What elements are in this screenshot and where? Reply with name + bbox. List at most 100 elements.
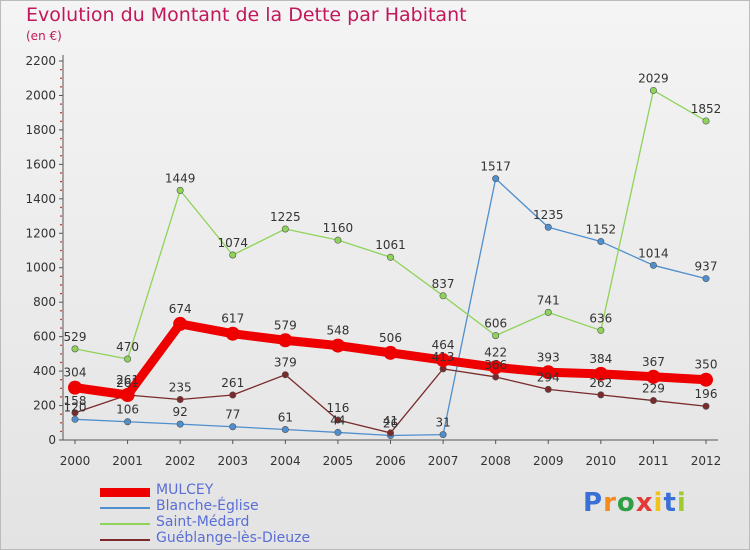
y-minor-tick [60,137,62,140]
data-label-mulcey: 393 [537,350,560,364]
data-label-blanche-eglise: 120 [64,400,87,414]
data-point-blanche-eglise [702,275,710,283]
y-minor-tick [60,344,62,347]
data-label-gueblange-les-dieuze: 379 [274,356,297,370]
data-label-blanche-eglise: 92 [173,405,188,419]
y-minor-tick [60,206,62,209]
data-label-gueblange-les-dieuze: 262 [589,376,612,390]
data-label-gueblange-les-dieuze: 261 [221,376,244,390]
y-minor-tick [60,318,62,321]
y-minor-tick [60,103,62,105]
y-minor-tick [60,77,62,80]
data-label-blanche-eglise: 1517 [480,160,511,174]
x-tick-label: 2012 [691,454,722,468]
data-point-mulcey [225,326,240,341]
data-point-blanche-eglise [281,425,289,433]
x-tick-label: 2011 [638,454,669,468]
x-tick-label: 2010 [586,454,617,468]
data-point-gueblange-les-dieuze [544,385,552,393]
data-label-saint-medard: 529 [64,330,87,344]
y-tick-label: 2200 [25,54,56,68]
data-point-mulcey [68,380,82,395]
data-label-saint-medard: 1061 [375,238,406,252]
data-point-blanche-eglise [492,175,500,183]
data-point-mulcey [120,388,135,403]
data-label-blanche-eglise: 31 [435,416,450,430]
y-minor-tick [60,387,62,390]
data-label-blanche-eglise: 1014 [638,246,669,260]
data-point-blanche-eglise [229,423,237,431]
data-point-blanche-eglise [71,415,79,423]
data-point-mulcey [278,333,293,348]
legend-label-mulcey: MULCEY [156,482,214,498]
data-label-saint-medard: 1449 [165,171,196,185]
data-label-blanche-eglise: 1152 [586,223,617,237]
y-minor-tick [60,284,62,286]
y-minor-tick [60,68,62,71]
data-label-saint-medard: 606 [484,317,507,331]
y-minor-tick [60,396,62,398]
y-minor-tick [60,361,62,364]
y-minor-tick [60,309,62,312]
brand-logo: Proxiti [583,488,687,518]
data-label-mulcey: 367 [642,355,665,369]
data-label-saint-medard: 1160 [323,221,354,235]
data-label-mulcey: 261 [116,373,139,387]
data-label-mulcey: 617 [221,312,244,326]
y-minor-tick [60,154,62,157]
data-labels-layer: 120 106 92 77 61 44 26 31 1517 1235 1152 1014 937 529… [64,71,722,430]
data-label-saint-medard: 837 [432,277,455,291]
y-minor-tick [60,292,62,295]
data-point-saint-medard [386,253,394,261]
x-tick-label: 2008 [480,454,511,468]
legend-swatch-blanche-eglise [100,507,150,509]
data-point-blanche-eglise [597,238,605,246]
data-point-blanche-eglise [649,261,657,269]
data-point-mulcey [646,369,661,384]
data-label-gueblange-les-dieuze: 41 [383,414,398,428]
x-tick-label: 2007 [428,454,459,468]
y-minor-tick [60,258,62,260]
data-point-gueblange-les-dieuze [492,373,500,381]
data-label-mulcey: 579 [274,318,297,332]
legend-swatch-mulcey [100,488,150,497]
data-point-mulcey [330,338,345,353]
data-label-blanche-eglise: 77 [225,408,240,422]
data-point-gueblange-les-dieuze [281,371,289,379]
data-point-saint-medard [492,332,500,340]
x-tick-label: 2003 [217,454,248,468]
data-label-gueblange-les-dieuze: 196 [695,387,718,401]
data-point-saint-medard [597,326,605,334]
chart-title: Evolution du Montant de la Dette par Hab… [26,4,467,26]
data-point-saint-medard [281,225,289,233]
y-tick-label: 0 [48,433,56,447]
x-tick-label: 2009 [533,454,564,468]
y-minor-tick [60,120,62,123]
data-label-blanche-eglise: 1235 [533,208,564,222]
data-point-saint-medard [71,345,79,353]
data-label-saint-medard: 1852 [691,102,722,116]
y-tick-label: 1600 [25,157,56,171]
data-point-saint-medard [229,251,237,259]
data-point-mulcey [541,365,556,380]
y-minor-tick [60,241,62,243]
data-point-gueblange-les-dieuze [649,397,657,405]
data-point-gueblange-les-dieuze [229,391,237,399]
data-point-mulcey [173,316,188,331]
data-label-saint-medard: 741 [537,293,560,307]
data-point-saint-medard [544,308,552,316]
data-point-saint-medard [124,355,132,363]
data-point-saint-medard [702,117,710,125]
y-minor-tick [60,249,62,252]
y-tick-label: 800 [33,295,56,309]
y-tick-label: 400 [33,364,56,378]
data-label-saint-medard: 636 [589,311,612,325]
y-minor-tick [60,172,62,174]
chart-subtitle: (en €) [26,29,62,43]
x-tick-label: 2006 [375,454,406,468]
y-tick-label: 600 [33,330,56,344]
data-label-mulcey: 506 [379,331,402,345]
axes: 0 200 400 600 800 1000 1200 1400 1600 1800 2000 220… [25,54,721,468]
data-point-saint-medard [439,292,447,300]
